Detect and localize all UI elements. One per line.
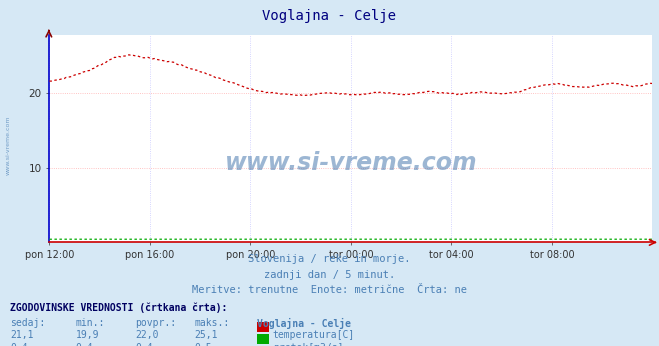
Text: Voglajna - Celje: Voglajna - Celje xyxy=(257,318,351,329)
Text: temperatura[C]: temperatura[C] xyxy=(273,330,355,340)
Text: www.si-vreme.com: www.si-vreme.com xyxy=(225,151,477,175)
Text: maks.:: maks.: xyxy=(194,318,229,328)
Text: sedaj:: sedaj: xyxy=(10,318,45,328)
Text: 0,5: 0,5 xyxy=(194,343,212,346)
Text: Slovenija / reke in morje.: Slovenija / reke in morje. xyxy=(248,254,411,264)
Text: Meritve: trenutne  Enote: metrične  Črta: ne: Meritve: trenutne Enote: metrične Črta: … xyxy=(192,285,467,295)
Text: povpr.:: povpr.: xyxy=(135,318,176,328)
Text: 0,4: 0,4 xyxy=(76,343,94,346)
Text: 25,1: 25,1 xyxy=(194,330,218,340)
Text: zadnji dan / 5 minut.: zadnji dan / 5 minut. xyxy=(264,270,395,280)
Text: www.si-vreme.com: www.si-vreme.com xyxy=(5,116,11,175)
Text: Voglajna - Celje: Voglajna - Celje xyxy=(262,9,397,22)
Text: 0,4: 0,4 xyxy=(10,343,28,346)
Text: 22,0: 22,0 xyxy=(135,330,159,340)
Text: min.:: min.: xyxy=(76,318,105,328)
Text: pretok[m3/s]: pretok[m3/s] xyxy=(273,343,343,346)
Text: 19,9: 19,9 xyxy=(76,330,100,340)
Text: ZGODOVINSKE VREDNOSTI (črtkana črta):: ZGODOVINSKE VREDNOSTI (črtkana črta): xyxy=(10,303,227,313)
Text: 21,1: 21,1 xyxy=(10,330,34,340)
Text: 0,4: 0,4 xyxy=(135,343,153,346)
